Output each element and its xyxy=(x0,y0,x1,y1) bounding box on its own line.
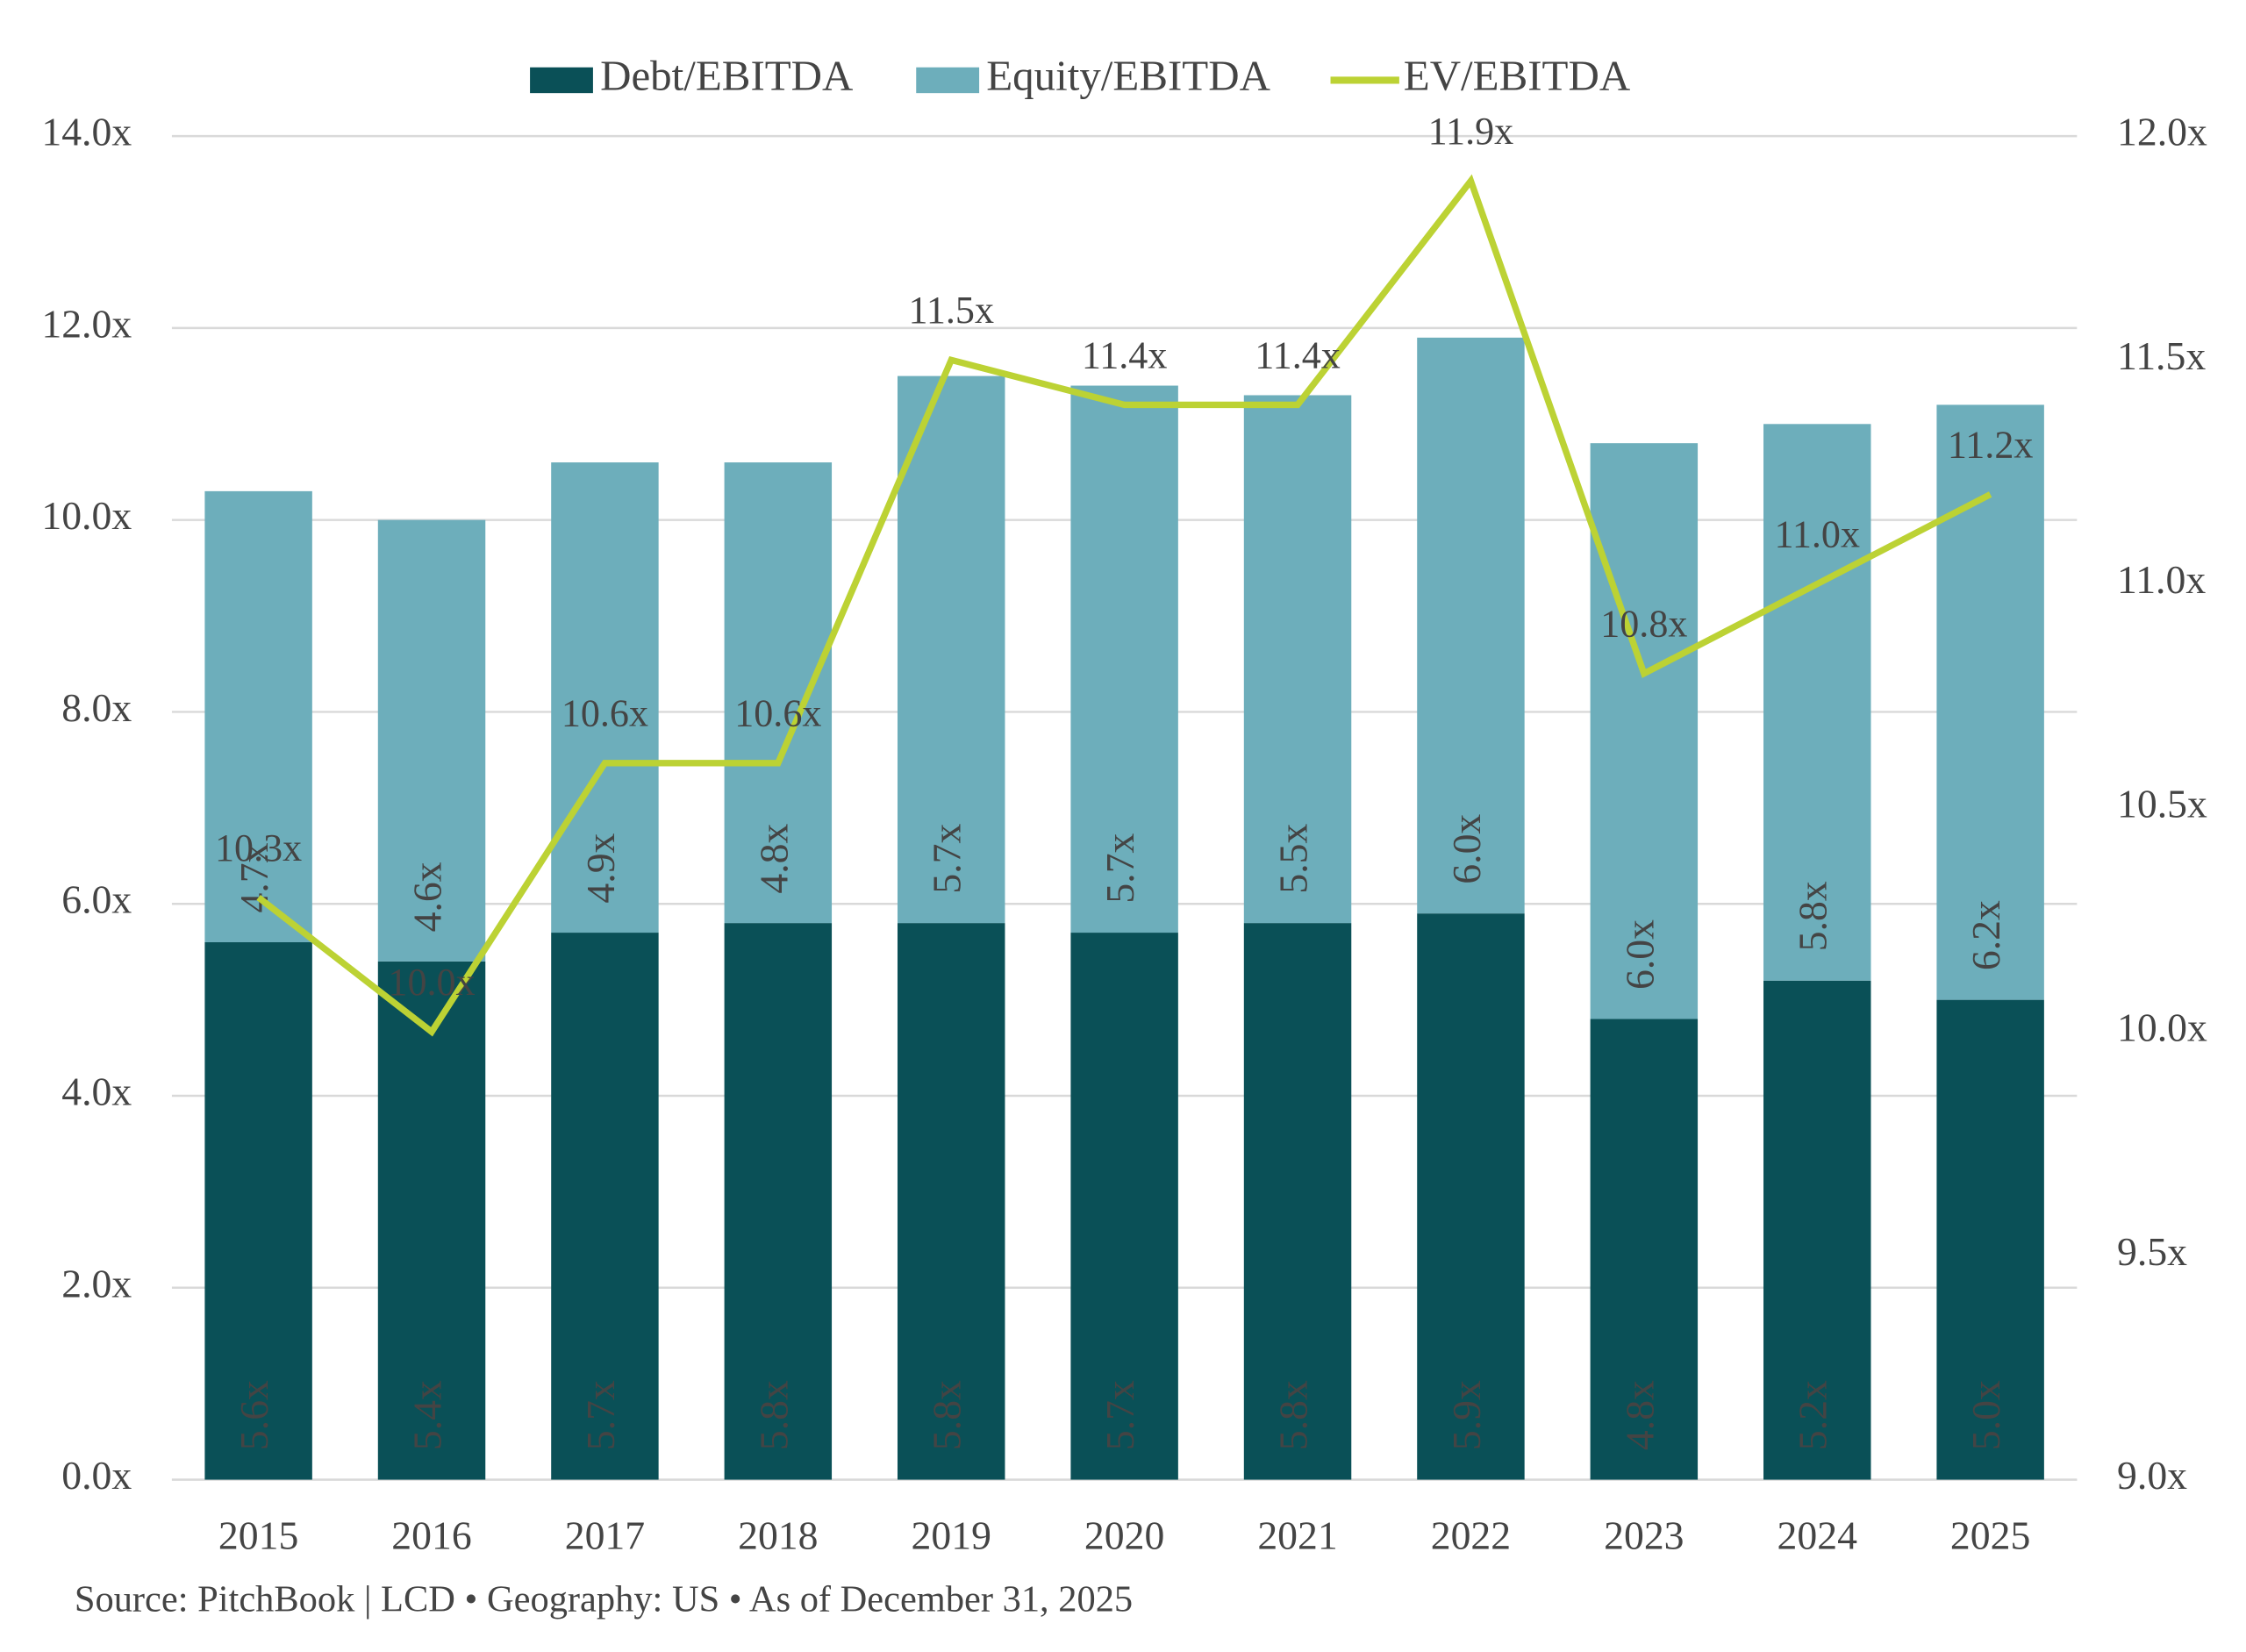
line-series xyxy=(256,174,1992,1037)
x-tick-label: 2019 xyxy=(912,1513,991,1558)
legend-label: EV/EBITDA xyxy=(1404,52,1630,100)
bar-segment xyxy=(551,462,659,933)
line-value-label: 11.5x xyxy=(908,289,994,332)
legend-swatch xyxy=(916,67,980,94)
bar-segment xyxy=(1590,1019,1699,1480)
bar-segment xyxy=(551,933,659,1480)
legend-label: Equity/EBITDA xyxy=(986,52,1270,100)
value-label: 6.0x xyxy=(1444,814,1489,884)
y-tick-label: 8.0x xyxy=(61,685,132,730)
y-tick-label: 6.0x xyxy=(61,877,132,922)
value-label: 5.2x xyxy=(1791,1380,1835,1450)
y2-tick-label: 11.5x xyxy=(2117,333,2206,378)
bar-segment xyxy=(1763,424,1871,981)
bar-segment xyxy=(1936,999,2044,1480)
bar-segment xyxy=(724,923,833,1480)
line-value-label: 11.4x xyxy=(1255,333,1341,376)
value-label: 4.9x xyxy=(578,833,623,903)
bar-segment xyxy=(204,490,312,942)
line-value-label: 10.3x xyxy=(215,826,302,869)
value-label: 5.7x xyxy=(1098,1380,1142,1450)
value-label: 5.4x xyxy=(405,1380,450,1450)
x-tick-label: 2016 xyxy=(391,1513,471,1558)
line-value-label: 10.6x xyxy=(734,692,821,735)
y-tick-label: 10.0x xyxy=(41,493,132,538)
bar-segment xyxy=(1763,980,1871,1480)
y-tick-label: 4.0x xyxy=(61,1069,132,1113)
x-tick-label: 2018 xyxy=(738,1513,818,1558)
y2-tick-label: 11.0x xyxy=(2117,557,2206,602)
line-value-label: 10.0x xyxy=(388,961,475,1004)
value-label: 5.9x xyxy=(1444,1380,1489,1450)
bar-segment xyxy=(377,519,486,962)
y-tick-label: 14.0x xyxy=(41,110,132,154)
x-tick-label: 2020 xyxy=(1084,1513,1164,1558)
x-tick-label: 2025 xyxy=(1950,1513,2030,1558)
x-tick-label: 2022 xyxy=(1431,1513,1511,1558)
value-label: 5.8x xyxy=(1791,881,1835,951)
value-label: 5.8x xyxy=(1271,1380,1316,1450)
value-label: 4.8x xyxy=(1617,1380,1662,1450)
legend-swatch xyxy=(530,67,593,94)
value-label: 5.6x xyxy=(232,1380,276,1450)
value-label: 5.7x xyxy=(578,1380,623,1450)
value-label: 5.0x xyxy=(1963,1380,2008,1450)
y2-tick-label: 9.0x xyxy=(2117,1453,2187,1498)
line-value-label: 10.6x xyxy=(562,692,648,735)
line-value-label: 11.9x xyxy=(1428,110,1514,153)
value-label: 5.7x xyxy=(1098,833,1142,903)
y2-tick-label: 10.5x xyxy=(2117,781,2207,826)
y2-tick-label: 9.5x xyxy=(2117,1229,2187,1274)
bar-segment xyxy=(724,462,833,924)
y2-tick-label: 12.0x xyxy=(2117,110,2207,154)
y-tick-label: 2.0x xyxy=(61,1261,132,1305)
x-tick-label: 2024 xyxy=(1777,1513,1858,1558)
y2-tick-label: 10.0x xyxy=(2117,1005,2207,1050)
bar-segment xyxy=(1936,404,2044,1000)
value-label: 5.8x xyxy=(751,1380,796,1450)
legend-label: Debt/EBITDA xyxy=(600,52,853,100)
bar-segment xyxy=(1243,395,1352,924)
bar-segment xyxy=(1417,913,1525,1480)
bar-segment xyxy=(1070,385,1178,933)
value-label: 5.7x xyxy=(925,824,969,894)
bar-segment xyxy=(1070,933,1178,1480)
source-note: Source: PitchBook | LCD • Geography: US … xyxy=(75,1579,1133,1620)
value-label: 4.8x xyxy=(751,824,796,894)
value-label: 5.8x xyxy=(925,1380,969,1450)
value-label: 6.2x xyxy=(1963,900,2008,970)
value-label: 6.0x xyxy=(1617,919,1662,990)
bar-segment xyxy=(1417,337,1525,914)
x-tick-label: 2015 xyxy=(218,1513,298,1558)
x-tick-label: 2021 xyxy=(1257,1513,1337,1558)
value-label: 4.7x xyxy=(232,842,276,912)
x-tick-label: 2023 xyxy=(1604,1513,1684,1558)
line-value-label: 11.2x xyxy=(1948,423,2034,466)
line-value-label: 11.0x xyxy=(1774,512,1860,555)
value-label: 5.5x xyxy=(1271,824,1316,894)
x-tick-label: 2017 xyxy=(565,1513,645,1558)
y-tick-label: 12.0x xyxy=(41,301,132,346)
bar-segment xyxy=(898,375,1005,924)
line-value-label: 10.8x xyxy=(1600,603,1687,646)
bar-segment xyxy=(377,961,486,1480)
bar-segment xyxy=(898,923,1005,1480)
bar-segment xyxy=(1243,923,1352,1480)
bar-segment xyxy=(1590,443,1699,1019)
bar-segment xyxy=(204,941,312,1480)
line-value-label: 11.4x xyxy=(1082,333,1168,376)
value-label: 4.6x xyxy=(405,862,450,932)
y-tick-label: 0.0x xyxy=(61,1453,132,1498)
